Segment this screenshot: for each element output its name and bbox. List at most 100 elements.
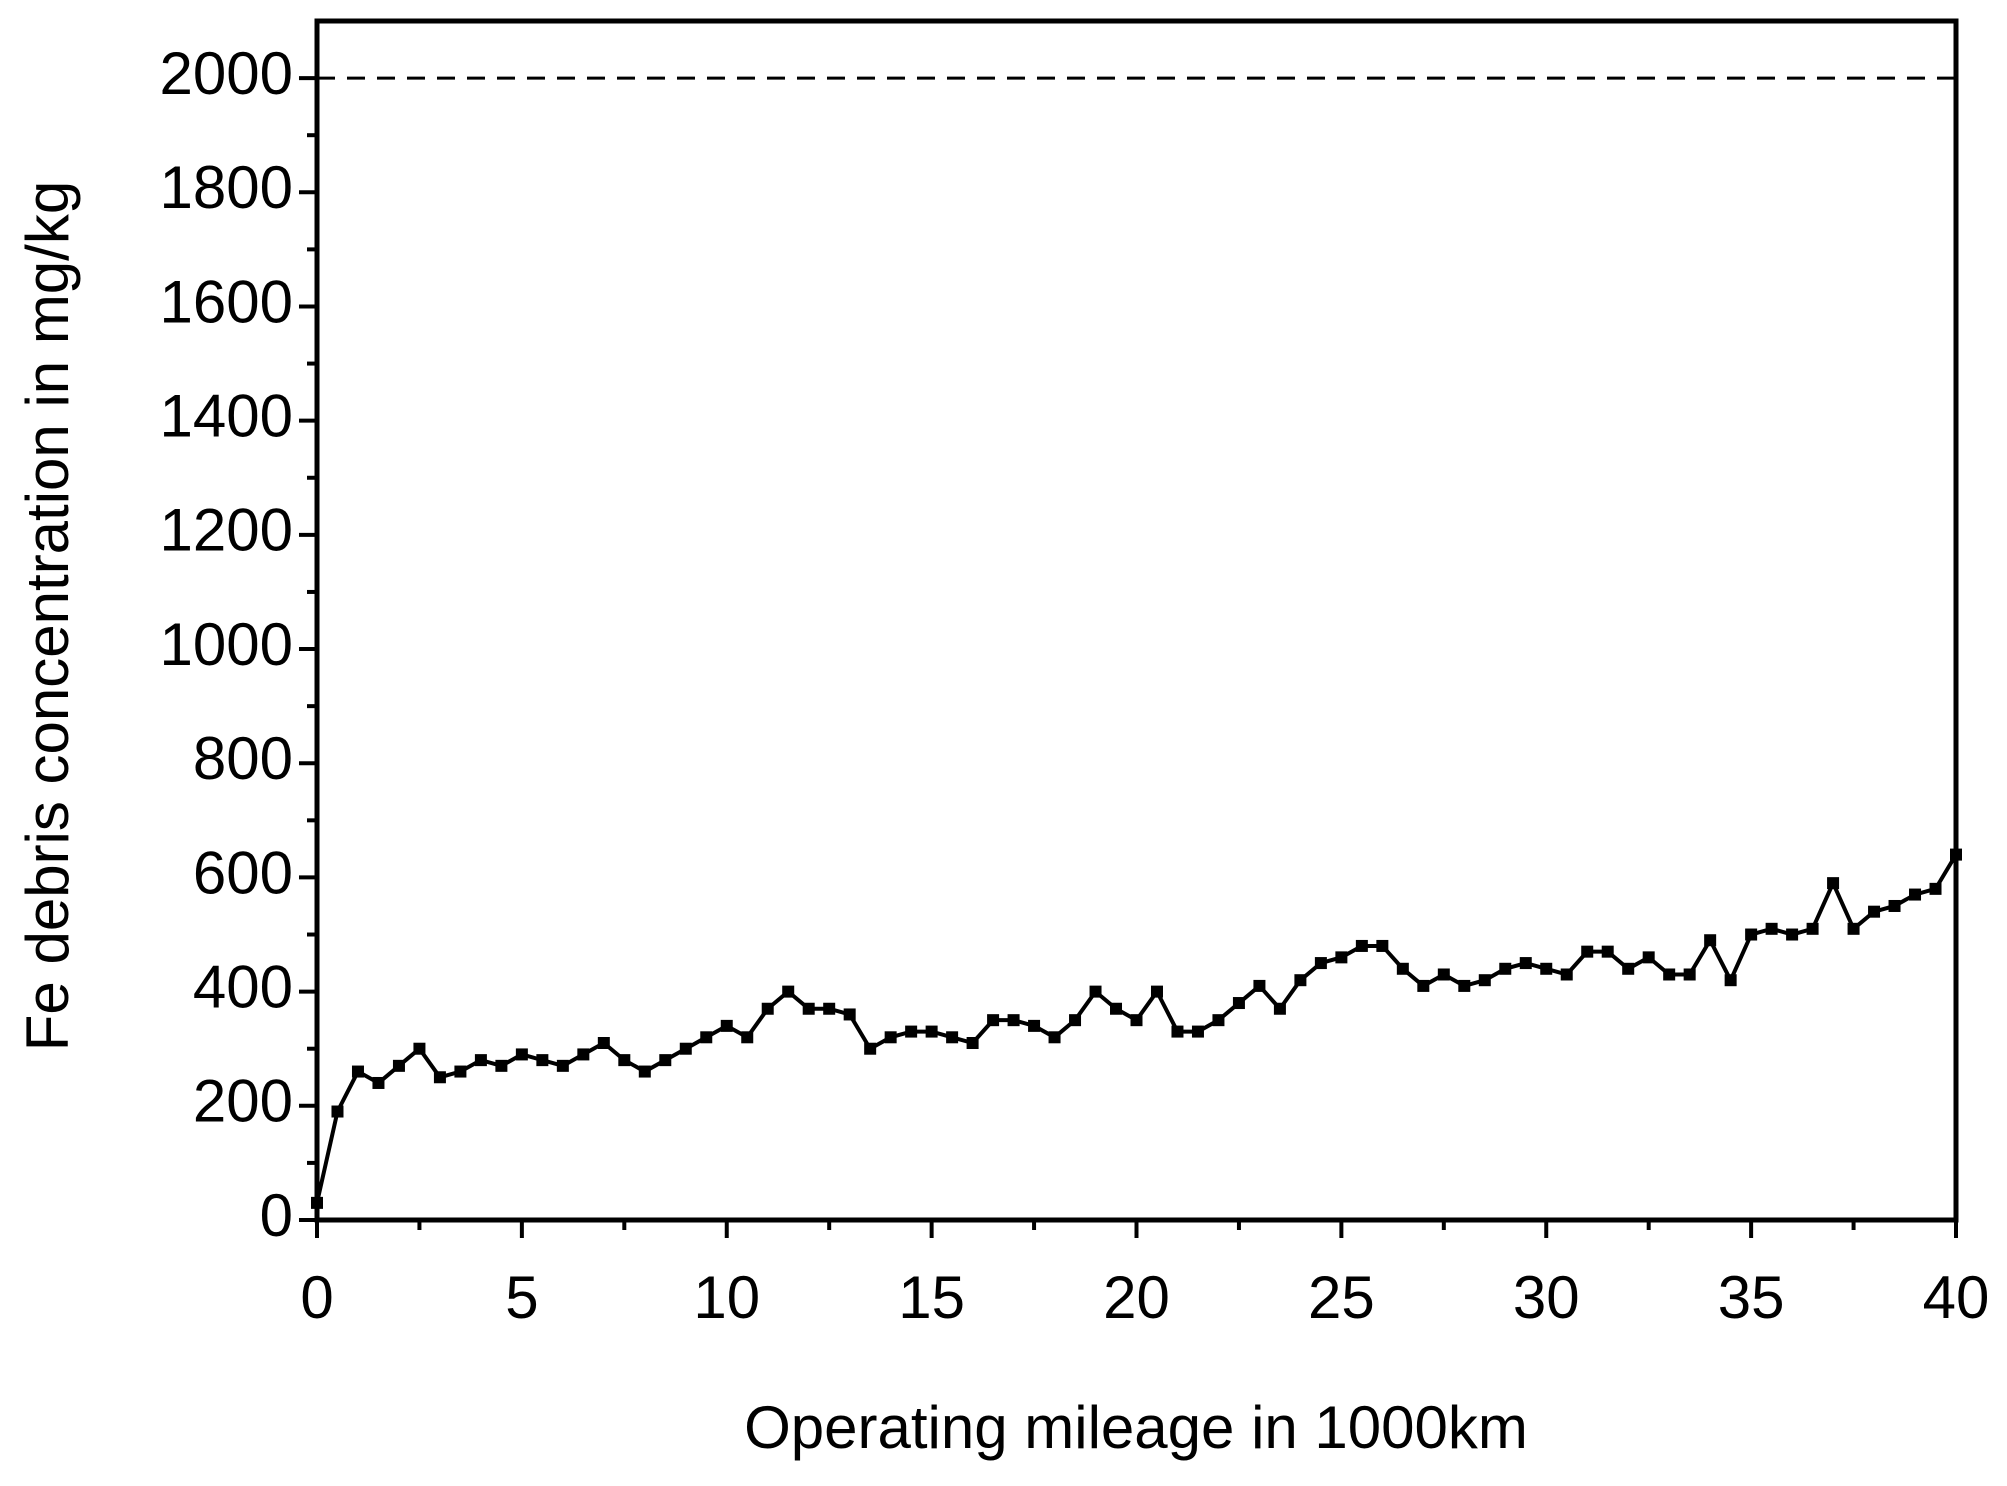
data-point [1232,997,1245,1010]
data-point [597,1037,610,1050]
y-tick-label: 1200 [160,497,293,564]
x-tick-label: 15 [898,1264,965,1331]
data-point [618,1054,631,1067]
x-tick-label: 5 [505,1264,538,1331]
data-point [1519,957,1532,970]
data-point [1478,974,1491,987]
data-point [1765,922,1778,935]
data-point [782,985,795,998]
data-point [311,1196,323,1209]
data-point [1950,848,1962,861]
data-point [1868,905,1881,918]
data-point [1499,962,1512,975]
data-point [577,1048,590,1061]
data-point [392,1059,405,1072]
data-point [638,1065,651,1078]
x-tick-label: 10 [693,1264,760,1331]
data-point [1847,922,1860,935]
data-point [372,1076,385,1089]
data-point [1089,985,1102,998]
data-point [454,1065,467,1078]
x-tick-label: 20 [1103,1264,1170,1331]
data-point [1314,957,1327,970]
y-tick-label: 1600 [160,268,293,335]
data-point [1745,928,1758,941]
data-point [1929,882,1942,895]
plot-frame [314,18,1959,1223]
data-point [1130,1014,1143,1027]
y-tick-label: 2000 [160,40,293,107]
data-point [1683,968,1696,981]
data-point [1110,1002,1123,1015]
data-point [1540,962,1553,975]
data-point [1273,1002,1286,1015]
data-point [1048,1031,1061,1044]
data-point [1560,968,1573,981]
y-tick-label: 0 [260,1182,293,1249]
data-point [720,1019,733,1032]
data-point [659,1054,672,1067]
data-point [1786,928,1799,941]
data-point [1150,985,1163,998]
data-point [761,1002,774,1015]
data-point [1581,945,1594,958]
data-point [1253,979,1266,992]
x-tick-label: 40 [1923,1264,1990,1331]
data-point [1212,1014,1225,1027]
data-point [1888,899,1901,912]
y-axis-title: Fe debris concentration in mg/kg [14,181,81,1051]
data-point [905,1025,918,1038]
data-point [946,1031,959,1044]
data-point [351,1065,364,1078]
y-tick-label: 400 [193,953,293,1020]
data-line [315,853,1958,1204]
data-point [536,1054,549,1067]
data-point [1663,968,1676,981]
data-point [884,1031,897,1044]
data-point [1601,945,1614,958]
data-point [987,1014,1000,1027]
y-tick-label: 200 [193,1068,293,1135]
y-tick-label: 600 [193,839,293,906]
data-point [843,1008,856,1021]
x-tick-label: 30 [1513,1264,1580,1331]
data-point [331,1105,344,1118]
y-tick-label: 1400 [160,383,293,450]
data-point [864,1042,877,1055]
data-point [1191,1025,1204,1038]
data-point [1458,979,1471,992]
data-point [1396,962,1409,975]
data-point [433,1071,446,1084]
x-axis-title: Operating mileage in 1000km [744,1394,1528,1461]
data-point [700,1031,713,1044]
data-point [1028,1019,1041,1032]
data-point [1909,888,1922,901]
data-point [925,1025,938,1038]
data-point [679,1042,692,1055]
data-point [1294,974,1307,987]
y-tick-label: 1800 [160,154,293,221]
x-tick-label: 0 [300,1264,333,1331]
data-point [823,1002,836,1015]
y-tick-label: 1000 [160,611,293,678]
data-point [413,1042,426,1055]
data-point [1007,1014,1020,1027]
data-point [1827,877,1840,890]
data-point [1704,934,1717,947]
data-point [1437,968,1450,981]
data-point [1806,922,1819,935]
data-point [1171,1025,1184,1038]
data-point [556,1059,569,1072]
data-point [1622,962,1635,975]
x-tick-label: 25 [1308,1264,1375,1331]
x-tick-label: 35 [1718,1264,1785,1331]
data-point [515,1048,528,1061]
data-point [1724,974,1737,987]
data-point [966,1037,979,1050]
data-point [474,1054,487,1067]
data-point [741,1031,754,1044]
data-point [1355,939,1368,952]
y-tick-label: 800 [193,725,293,792]
